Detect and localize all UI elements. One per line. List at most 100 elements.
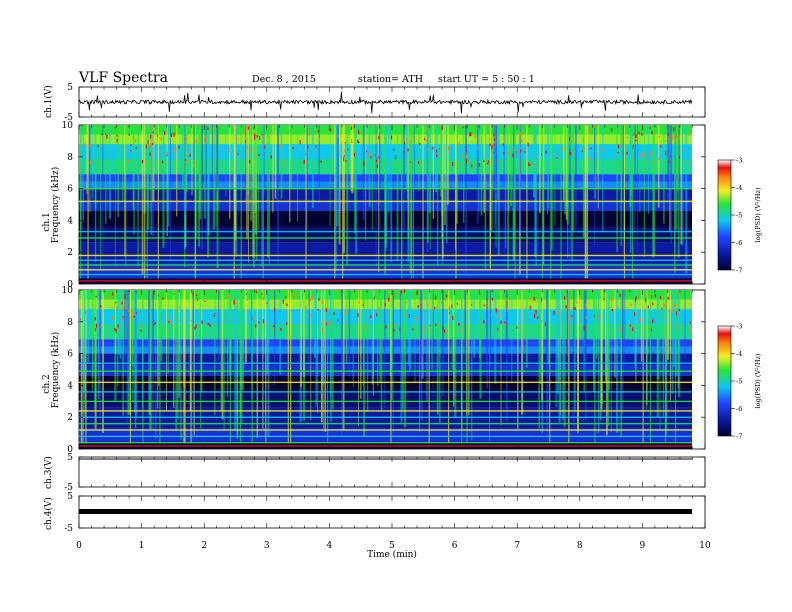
spec-burst	[674, 125, 676, 273]
spec-speckle	[149, 134, 152, 139]
spec-burst	[313, 290, 317, 358]
spec-burst	[105, 125, 107, 224]
spec-speckle	[474, 134, 476, 138]
spec-streak	[262, 125, 264, 284]
spec-speckle	[671, 308, 673, 313]
spec-speckle	[650, 153, 652, 158]
spec-band	[79, 346, 692, 354]
spec-speckle	[133, 316, 135, 318]
spec-speckle	[321, 328, 323, 332]
spec-burst	[525, 290, 528, 368]
spec-speckle	[130, 144, 132, 147]
spec-speckle	[95, 323, 98, 328]
spec-burst	[342, 290, 345, 430]
spec-speckle	[495, 308, 497, 313]
spec-speckle	[529, 298, 532, 301]
spec-speckle	[638, 131, 640, 135]
spec-speckle	[480, 322, 482, 326]
spec-speckle	[558, 163, 561, 167]
spec-speckle	[528, 162, 530, 167]
spec-burst	[540, 290, 542, 384]
spec-burst	[547, 125, 549, 215]
spec-burst	[513, 125, 515, 209]
spec-speckle	[213, 314, 215, 317]
spec-speckle	[545, 150, 547, 154]
spec-speckle	[689, 321, 692, 324]
spec-speckle	[673, 127, 675, 132]
spec-speckle	[563, 296, 566, 300]
spec-burst	[573, 290, 575, 429]
spec-speckle	[189, 148, 191, 151]
spec-burst	[119, 290, 122, 359]
spec-streak	[412, 125, 414, 284]
ch1-colorbar-tick-label: -7	[736, 267, 742, 275]
spec-speckle	[277, 297, 279, 300]
spec-speckle	[227, 318, 229, 323]
spec-burst	[668, 125, 671, 200]
spec-burst	[620, 125, 623, 204]
spec-speckle	[111, 292, 114, 296]
spec-speckle	[459, 145, 461, 150]
spec-burst	[91, 290, 93, 391]
spec-burst	[610, 290, 612, 432]
spec-speckle	[135, 312, 137, 314]
spec-burst	[489, 290, 492, 368]
spec-speckle	[259, 135, 261, 140]
spec-burst	[454, 290, 457, 418]
spec-speckle	[370, 315, 372, 319]
spec-speckle	[569, 316, 571, 321]
spec-speckle	[135, 139, 137, 142]
spec-speckle	[544, 322, 546, 327]
spec2-ytick-label: 0	[67, 445, 73, 455]
spec-burst	[358, 290, 359, 427]
spec-burst	[538, 290, 540, 429]
spec-speckle	[170, 316, 173, 320]
spec-speckle	[116, 139, 118, 143]
spec-speckle	[186, 147, 188, 149]
ch4-ytick-label: 5	[67, 492, 73, 502]
spec-speckle	[157, 134, 159, 137]
spec-speckle	[644, 327, 646, 330]
spec-speckle	[576, 301, 578, 304]
spec-streak	[80, 290, 82, 449]
spec-speckle	[436, 154, 438, 158]
spec-streak	[144, 125, 146, 284]
spec-speckle	[456, 303, 458, 305]
spec-burst	[510, 125, 513, 206]
spec-speckle	[493, 138, 496, 141]
spec-speckle	[262, 319, 265, 324]
spec-speckle	[465, 159, 468, 163]
spec-speckle	[391, 294, 393, 298]
spec-burst	[418, 125, 420, 191]
spec-streak	[233, 125, 235, 284]
spec-burst	[542, 125, 545, 265]
spec-burst	[242, 290, 245, 390]
spec-speckle	[465, 149, 468, 152]
spec-burst	[468, 290, 470, 416]
ch1-colorbar-tick-label: -3	[736, 157, 742, 165]
spec-burst	[563, 290, 566, 427]
spec-speckle	[486, 298, 488, 301]
spec-speckle	[460, 328, 462, 333]
spec-speckle	[479, 292, 481, 295]
spec-burst	[684, 290, 686, 364]
spec-burst	[606, 290, 608, 400]
spec-speckle	[394, 323, 396, 327]
spec-speckle	[445, 294, 448, 298]
spec-speckle	[440, 301, 443, 304]
spec-speckle	[124, 294, 126, 299]
spec-burst	[211, 125, 213, 231]
spec-burst	[455, 125, 458, 224]
spec-streak	[157, 125, 159, 284]
spec-speckle	[166, 151, 168, 156]
spec-speckle	[629, 324, 631, 327]
spec-speckle	[390, 135, 393, 140]
spec-speckle	[273, 308, 276, 311]
spec-narrowband	[79, 391, 692, 393]
spec-narrowband	[79, 200, 692, 203]
spec-burst	[133, 125, 135, 235]
spec-burst	[473, 290, 476, 358]
spec-speckle	[502, 143, 504, 146]
spec-speckle	[161, 160, 164, 163]
